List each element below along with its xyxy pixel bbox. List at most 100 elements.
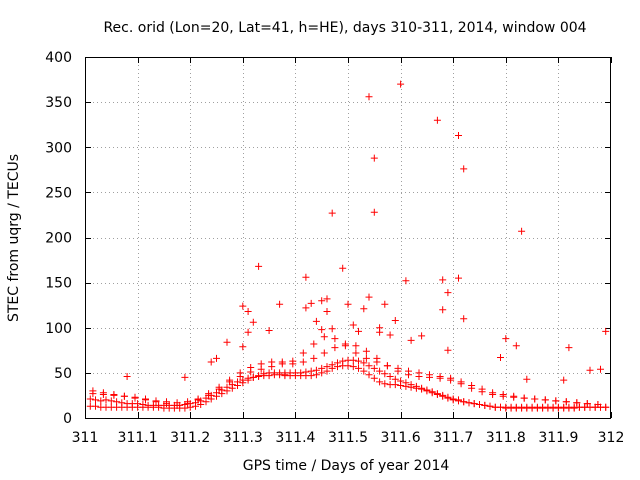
data-point (355, 327, 362, 335)
data-point (376, 367, 384, 375)
data-point (89, 387, 97, 395)
data-point (383, 362, 391, 370)
data-point (423, 386, 431, 394)
x-tick-label: 311.6 (381, 430, 421, 446)
data-point (386, 331, 394, 339)
data-point (391, 375, 399, 383)
data-point (120, 392, 128, 400)
data-point (486, 402, 494, 410)
data-point (397, 377, 405, 385)
data-point (302, 368, 310, 376)
data-point (602, 327, 610, 335)
data-point (531, 395, 539, 403)
data-point (460, 315, 468, 323)
data-point (365, 293, 373, 301)
data-point (444, 393, 452, 401)
data-point (320, 333, 328, 341)
data-point (92, 396, 99, 404)
data-point (523, 375, 531, 383)
data-point (418, 332, 426, 340)
data-point (260, 370, 268, 378)
data-point (499, 391, 507, 398)
data-point (186, 403, 194, 411)
data-point (312, 366, 320, 374)
data-point (239, 302, 247, 310)
data-point (213, 354, 220, 362)
data-point (234, 382, 241, 389)
x-tick-label: 311.2 (170, 430, 210, 446)
data-point (86, 395, 94, 403)
data-point (268, 363, 276, 371)
data-point (362, 347, 370, 355)
data-point (355, 364, 362, 372)
data-point (341, 342, 349, 350)
data-point (299, 358, 307, 366)
data-point (573, 399, 581, 407)
data-point (278, 360, 286, 368)
data-point (455, 396, 462, 404)
data-point (481, 401, 489, 409)
data-point (310, 354, 318, 362)
data-point (497, 354, 504, 361)
data-point (397, 80, 405, 88)
data-point (597, 365, 604, 373)
data-point (226, 378, 234, 386)
data-point (460, 165, 468, 173)
data-point (428, 388, 436, 396)
data-point (541, 396, 549, 404)
data-point (181, 404, 189, 412)
data-point (365, 93, 373, 101)
data-point (202, 398, 210, 406)
data-point (97, 397, 105, 405)
data-point (192, 402, 199, 410)
data-point (512, 342, 520, 350)
data-point (331, 335, 339, 343)
data-point (407, 336, 415, 344)
data-points (86, 80, 610, 412)
plot-border (85, 57, 611, 419)
data-point (583, 400, 591, 408)
data-point (152, 398, 160, 406)
data-point (184, 400, 192, 408)
data-point (418, 384, 426, 392)
data-point (312, 317, 320, 325)
data-point (405, 367, 412, 375)
data-point (194, 396, 202, 404)
data-point (391, 317, 399, 324)
y-tick-label: 50 (54, 366, 72, 382)
data-point (455, 274, 462, 282)
data-point (470, 400, 478, 408)
data-point (249, 318, 257, 326)
data-point (433, 116, 441, 124)
data-point (362, 354, 370, 362)
data-point (602, 403, 610, 411)
data-point (562, 398, 570, 406)
data-point (247, 368, 255, 376)
data-point (402, 277, 410, 285)
data-point (265, 327, 273, 334)
data-point (207, 358, 215, 366)
data-point (339, 264, 347, 272)
data-point (181, 373, 189, 381)
data-point (239, 343, 247, 351)
data-point (439, 306, 447, 314)
data-point (552, 397, 560, 405)
data-point (349, 356, 357, 364)
data-point (123, 373, 131, 380)
data-point (394, 364, 402, 372)
y-tick-label: 0 (63, 411, 72, 427)
data-point (334, 359, 341, 367)
x-axis-label: GPS time / Days of year 2014 (243, 458, 450, 474)
data-point (228, 384, 236, 392)
data-point (381, 300, 389, 308)
data-point (402, 379, 410, 387)
data-point (197, 401, 205, 408)
data-point (444, 289, 452, 297)
data-point (439, 391, 447, 399)
data-point (360, 367, 368, 375)
data-point (476, 401, 483, 408)
data-point (370, 208, 378, 216)
data-point (370, 364, 378, 372)
data-point (328, 209, 336, 217)
x-tick-label: 311.4 (275, 430, 315, 446)
